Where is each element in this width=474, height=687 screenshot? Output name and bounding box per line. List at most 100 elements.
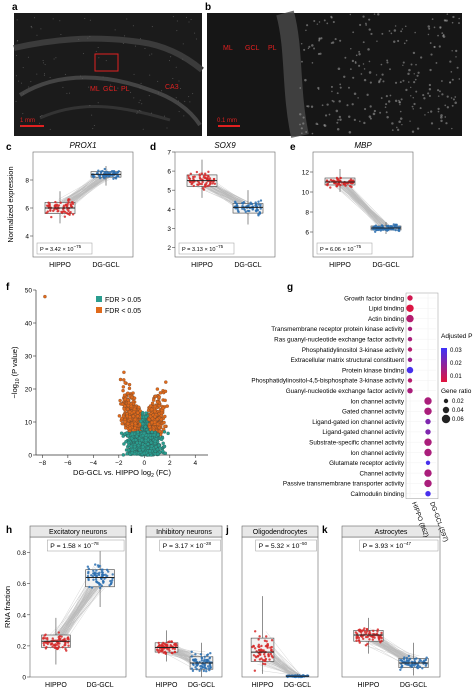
data-point: [69, 211, 72, 214]
term-label: Gated channel activity: [342, 409, 405, 416]
data-point: [358, 641, 361, 644]
data-point: [329, 178, 333, 182]
point-fdr-high: [162, 430, 167, 434]
data-point: [262, 662, 265, 665]
color-tick: 0.03: [450, 348, 462, 354]
tissue-dot: [130, 91, 132, 93]
x-tick-label: DG-GCL: [92, 262, 119, 269]
data-point: [91, 575, 95, 578]
data-point: [241, 207, 244, 210]
data-point: [209, 666, 212, 669]
cell-dot: [412, 108, 414, 110]
pair-line: [257, 664, 296, 676]
data-point: [103, 167, 106, 171]
data-point: [268, 658, 271, 661]
cell-dot: [415, 63, 417, 66]
cell-dot: [413, 73, 415, 75]
cell-dot: [409, 86, 412, 89]
point-fdr-low: [128, 415, 132, 419]
data-point: [259, 207, 262, 210]
data-point: [254, 655, 257, 658]
data-point: [332, 179, 335, 183]
data-point: [191, 175, 195, 179]
tissue-dot: [62, 86, 64, 88]
data-point: [201, 180, 204, 184]
data-point: [157, 641, 160, 645]
point-fdr-high: [141, 445, 145, 449]
cell-dot: [368, 115, 372, 118]
point-fdr-low: [148, 404, 153, 408]
data-point: [97, 572, 100, 575]
enrichment-dot: [425, 491, 431, 497]
data-point: [385, 224, 389, 228]
pvalue-prefix: P = 3.13 × 10: [182, 247, 216, 253]
cell-dot: [343, 75, 346, 79]
data-point: [399, 668, 402, 672]
data-point: [209, 652, 212, 655]
y-tick-label: 2: [167, 245, 171, 252]
box-panel-k: k Astrocytes HIPPO DG-GCL P = 3.93 × 10−47: [322, 525, 441, 687]
cell-dot: [451, 50, 453, 52]
cell-dot: [311, 62, 314, 64]
tissue-dot: [139, 109, 141, 111]
tissue-dot: [49, 128, 51, 130]
cell-dot: [419, 56, 423, 59]
cell-dot: [430, 110, 433, 113]
cell-dot: [419, 107, 422, 110]
plot-title: Excitatory neurons: [49, 529, 107, 536]
data-point: [100, 577, 103, 580]
point-fdr-high: [121, 453, 126, 457]
cell-dot: [443, 19, 446, 22]
cell-dot: [429, 42, 432, 44]
tissue-dot: [27, 56, 29, 58]
data-point: [402, 658, 406, 661]
pvalue-text: P = 3.42 × 10−75: [40, 244, 82, 253]
cell-dot: [370, 32, 373, 36]
data-point: [418, 665, 422, 669]
data-point: [206, 174, 210, 178]
cell-dot: [449, 60, 452, 63]
cell-dot: [355, 54, 358, 57]
enrichment-dot: [424, 479, 432, 488]
enrichment-dot: [425, 429, 431, 435]
data-point: [45, 211, 48, 214]
box-panel-h: h Excitatory neurons 0 0.2 0.4 0.6 0.8 RNA frac…: [3, 525, 127, 687]
cell-speckles: [15, 13, 461, 135]
data-point: [98, 586, 102, 590]
data-point: [52, 209, 55, 213]
data-point: [192, 184, 195, 188]
data-point: [87, 567, 91, 571]
box-panel-c: c PROX1 4 6 8 Normalized expression HIPPO DG-GC…: [6, 141, 134, 269]
cell-dot: [393, 40, 396, 44]
data-point: [187, 174, 190, 177]
data-point: [59, 637, 62, 641]
data-point: [92, 572, 95, 575]
y-tick-label: 8: [305, 210, 309, 217]
tissue-dot: [180, 88, 182, 90]
data-point: [260, 644, 263, 648]
data-point: [241, 204, 244, 208]
data-point: [190, 667, 194, 670]
x-tick-label: 2: [168, 460, 172, 467]
data-point: [63, 215, 67, 218]
point-fdr-low: [121, 385, 126, 389]
cell-dot: [435, 62, 438, 64]
data-point: [206, 184, 209, 188]
data-point: [417, 660, 421, 664]
point-fdr-high: [139, 438, 144, 442]
cell-dot: [349, 13, 352, 16]
tissue-dot: [140, 110, 142, 112]
cell-dot: [417, 71, 420, 74]
pvalue-exp: −78: [91, 541, 99, 546]
data-point: [96, 171, 99, 175]
cell-dot: [433, 26, 436, 29]
scale-b: 0.1 mm: [217, 118, 237, 124]
data-point: [192, 177, 195, 180]
point-fdr-high: [166, 431, 170, 436]
pvalue-box: [36, 242, 93, 255]
tissue-dot: [91, 114, 93, 116]
cell-dot: [455, 49, 458, 53]
x-tick-label: −2: [115, 460, 123, 467]
data-point: [88, 585, 91, 589]
data-point: [70, 201, 74, 204]
